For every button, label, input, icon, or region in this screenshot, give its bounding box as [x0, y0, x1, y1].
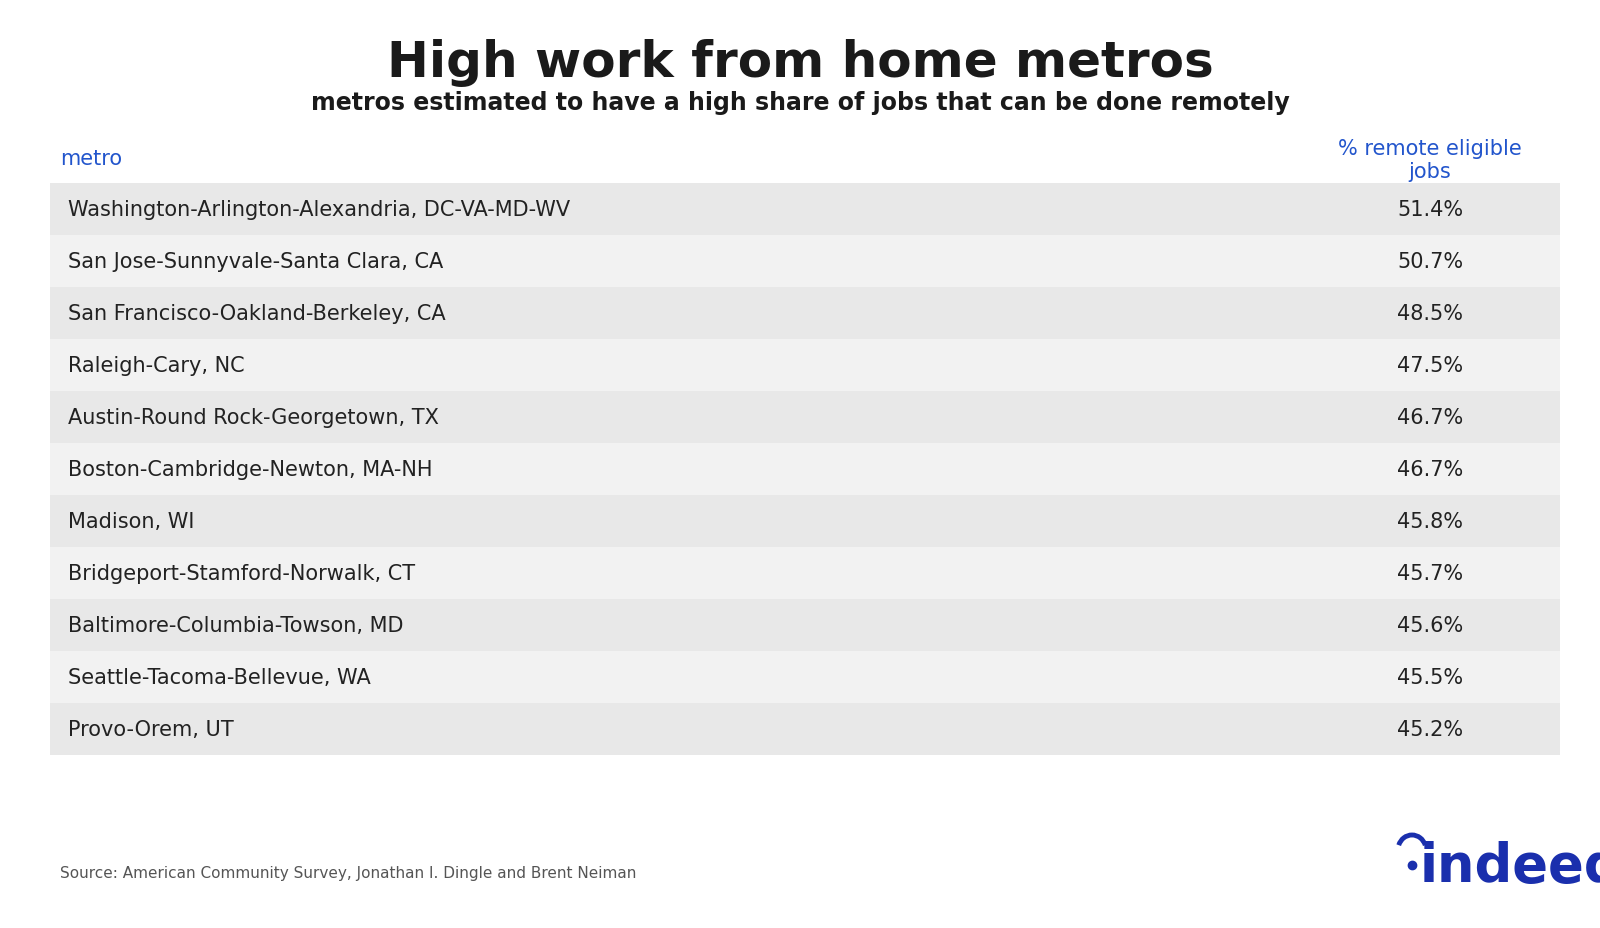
Text: metro: metro: [61, 148, 122, 169]
FancyBboxPatch shape: [50, 651, 1560, 703]
Text: Baltimore-Columbia-Towson, MD: Baltimore-Columbia-Towson, MD: [67, 615, 403, 636]
Text: 46.7%: 46.7%: [1397, 407, 1462, 428]
Text: 45.7%: 45.7%: [1397, 563, 1462, 584]
Text: % remote eligible
jobs: % remote eligible jobs: [1338, 139, 1522, 182]
Text: Boston-Cambridge-Newton, MA-NH: Boston-Cambridge-Newton, MA-NH: [67, 459, 432, 480]
Text: 45.2%: 45.2%: [1397, 719, 1462, 740]
Text: indeed: indeed: [1421, 840, 1600, 892]
FancyBboxPatch shape: [50, 340, 1560, 392]
FancyBboxPatch shape: [50, 444, 1560, 496]
Text: High work from home metros: High work from home metros: [387, 39, 1213, 87]
Text: San Francisco-Oakland-Berkeley, CA: San Francisco-Oakland-Berkeley, CA: [67, 303, 446, 324]
Text: Austin-Round Rock-Georgetown, TX: Austin-Round Rock-Georgetown, TX: [67, 407, 438, 428]
Text: San Jose-Sunnyvale-Santa Clara, CA: San Jose-Sunnyvale-Santa Clara, CA: [67, 251, 443, 272]
Text: Washington-Arlington-Alexandria, DC-VA-MD-WV: Washington-Arlington-Alexandria, DC-VA-M…: [67, 200, 570, 220]
Text: 45.6%: 45.6%: [1397, 615, 1462, 636]
Text: Source: American Community Survey, Jonathan I. Dingle and Brent Neiman: Source: American Community Survey, Jonat…: [61, 866, 637, 881]
FancyBboxPatch shape: [50, 236, 1560, 288]
Text: Bridgeport-Stamford-Norwalk, CT: Bridgeport-Stamford-Norwalk, CT: [67, 563, 414, 584]
Text: 51.4%: 51.4%: [1397, 200, 1462, 220]
Text: Raleigh-Cary, NC: Raleigh-Cary, NC: [67, 355, 245, 376]
Text: Provo-Orem, UT: Provo-Orem, UT: [67, 719, 234, 740]
Text: Madison, WI: Madison, WI: [67, 511, 194, 532]
FancyBboxPatch shape: [50, 184, 1560, 236]
Text: 45.5%: 45.5%: [1397, 667, 1462, 688]
Text: 46.7%: 46.7%: [1397, 459, 1462, 480]
FancyBboxPatch shape: [50, 703, 1560, 755]
Text: 48.5%: 48.5%: [1397, 303, 1462, 324]
Text: 50.7%: 50.7%: [1397, 251, 1462, 272]
Text: 45.8%: 45.8%: [1397, 511, 1462, 532]
Text: 47.5%: 47.5%: [1397, 355, 1462, 376]
Text: metros estimated to have a high share of jobs that can be done remotely: metros estimated to have a high share of…: [310, 91, 1290, 115]
FancyBboxPatch shape: [50, 548, 1560, 599]
FancyBboxPatch shape: [50, 288, 1560, 340]
FancyBboxPatch shape: [50, 496, 1560, 548]
FancyBboxPatch shape: [50, 392, 1560, 444]
FancyBboxPatch shape: [50, 599, 1560, 651]
Text: Seattle-Tacoma-Bellevue, WA: Seattle-Tacoma-Bellevue, WA: [67, 667, 371, 688]
